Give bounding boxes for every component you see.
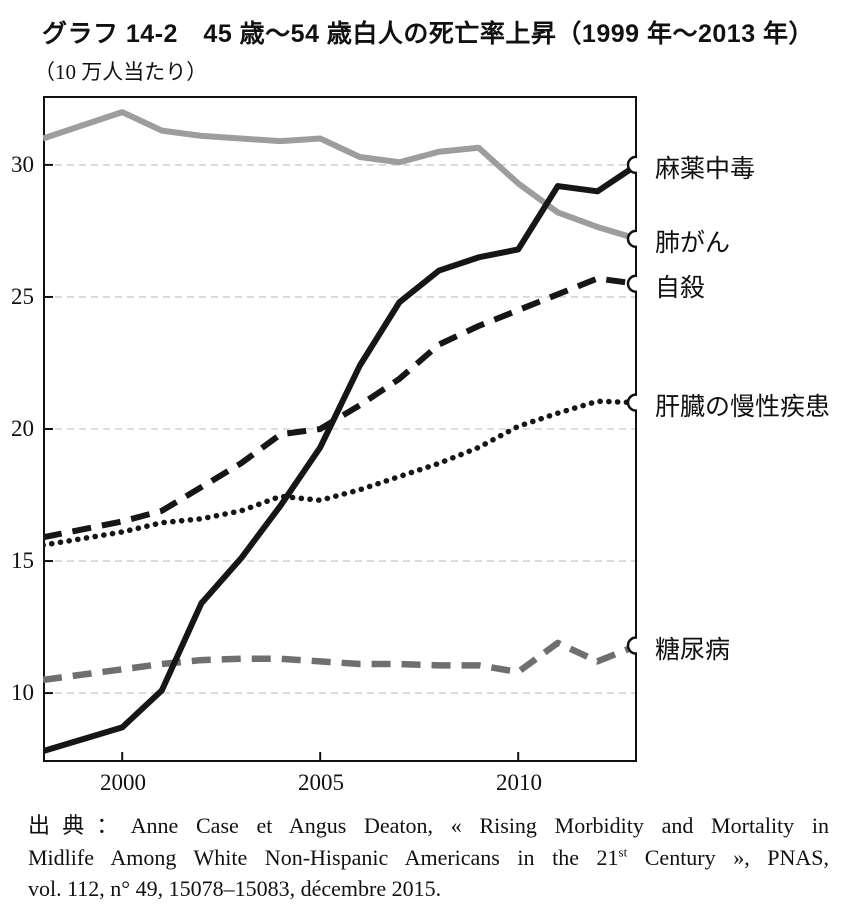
x-tick-label-2010: 2010: [496, 770, 542, 795]
x-tick-label-2005: 2005: [298, 770, 344, 795]
series-label-drug-poisoning: 麻薬中毒: [655, 155, 756, 183]
series-label-suicide: 自殺: [655, 274, 706, 302]
page-title: グラフ 14-2 45 歳〜54 歳白人の死亡率上昇（1999 年〜2013 年…: [41, 20, 815, 48]
series-label-liver-disease: 肝臓の慢性疾患: [655, 393, 831, 421]
series-label-lung-cancer: 肺がん: [655, 229, 731, 257]
x-tick-label-2000: 2000: [100, 770, 146, 795]
source-line-2: Midlife Among White Non-Hispanic America…: [28, 844, 829, 870]
source-line-1: 出典：Anne Case et Angus Deaton, « Rising M…: [28, 813, 829, 838]
y-tick-label-30: 30: [11, 152, 34, 177]
series-label-diabetes: 糖尿病: [655, 636, 731, 664]
source-line-3: vol. 112, n° 49, 15078–15083, décembre 2…: [28, 876, 442, 901]
line-chart-plot-area: [43, 96, 637, 762]
y-axis-unit-label: （10 万人当たり）: [34, 60, 208, 84]
y-tick-label-10: 10: [11, 680, 34, 705]
y-tick-label-25: 25: [11, 284, 34, 309]
superscript-st: st: [618, 844, 628, 860]
source-citation: 出典：Anne Case et Angus Deaton, « Rising M…: [28, 810, 829, 905]
y-tick-label-20: 20: [11, 416, 34, 441]
y-tick-label-15: 15: [11, 548, 34, 573]
